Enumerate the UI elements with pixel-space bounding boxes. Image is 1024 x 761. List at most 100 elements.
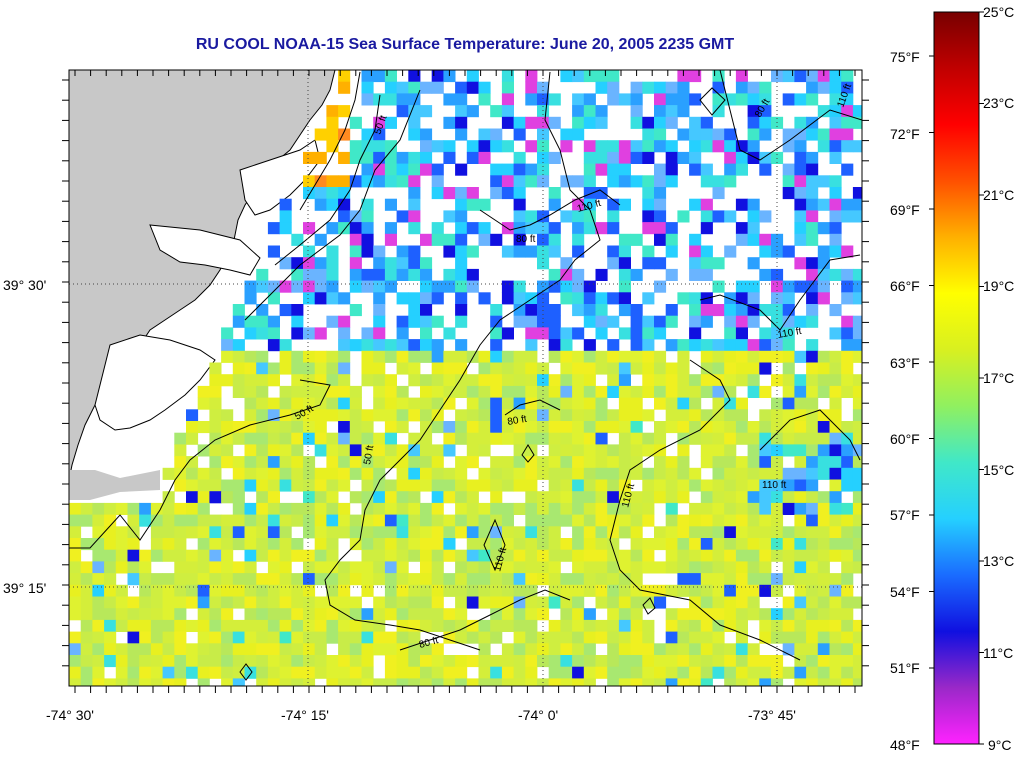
sst-pixel: [537, 257, 550, 270]
sst-pixel: [572, 292, 585, 305]
sst-pixel: [303, 479, 316, 492]
sst-pixel: [174, 561, 187, 574]
sst-pixel: [583, 526, 596, 539]
sst-pixel: [689, 514, 702, 527]
sst-pixel: [642, 222, 655, 235]
sst-pixel: [256, 374, 269, 387]
fahrenheit-label: 63°F: [890, 355, 920, 371]
sst-pixel: [349, 175, 362, 188]
sst-pixel: [396, 81, 409, 94]
sst-pixel: [256, 526, 269, 539]
sst-pixel: [92, 538, 105, 551]
fahrenheit-label: 51°F: [890, 660, 920, 676]
sst-pixel: [583, 304, 596, 317]
sst-pixel: [127, 514, 140, 527]
sst-pixel: [829, 327, 842, 340]
sst-pixel: [806, 175, 819, 188]
sst-pixel: [303, 327, 316, 340]
sst-pixel: [852, 491, 862, 504]
sst-pixel: [455, 198, 468, 211]
sst-pixel: [782, 502, 795, 515]
sst-pixel: [689, 93, 702, 106]
sst-pixel: [618, 304, 631, 317]
sst-pixel: [431, 444, 444, 457]
sst-pixel: [408, 467, 421, 480]
sst-pixel: [735, 409, 748, 422]
sst-pixel: [700, 514, 713, 527]
sst-pixel: [537, 233, 550, 246]
fahrenheit-label: 75°F: [890, 49, 920, 65]
sst-pixel: [361, 561, 374, 574]
sst-pixel: [384, 140, 397, 153]
sst-pixel: [232, 456, 245, 469]
sst-pixel: [326, 397, 339, 410]
celsius-label: 19°C: [983, 278, 1014, 294]
sst-pixel: [595, 514, 608, 527]
sst-pixel: [525, 70, 538, 83]
sst-pixel: [560, 444, 573, 457]
marsh-islands: [94, 334, 216, 431]
sst-pixel: [279, 385, 292, 398]
sst-pixel: [607, 526, 620, 539]
sst-pixel: [349, 268, 362, 281]
sst-pixel: [794, 187, 807, 200]
sst-pixel: [782, 479, 795, 492]
sst-pixel: [700, 350, 713, 363]
sst-pixel: [782, 397, 795, 410]
sst-pixel: [806, 502, 819, 515]
sst-pixel: [806, 70, 819, 83]
sst-pixel: [291, 514, 304, 527]
sst-pixel: [852, 268, 862, 281]
sst-pixel: [806, 187, 819, 200]
sst-pixel: [607, 444, 620, 457]
sst-pixel: [712, 421, 725, 434]
sst-pixel: [256, 350, 269, 363]
sst-pixel: [852, 280, 862, 293]
sst-pixel: [279, 304, 292, 317]
sst-pixel: [373, 315, 386, 328]
sst-pixel: [396, 245, 409, 258]
sst-pixel: [560, 385, 573, 398]
sst-pixel: [712, 502, 725, 515]
sst-pixel: [466, 397, 479, 410]
sst-pixel: [420, 385, 433, 398]
sst-pixel: [852, 140, 862, 153]
sst-pixel: [618, 233, 631, 246]
sst-pixel: [677, 210, 690, 223]
sst-pixel: [829, 385, 842, 398]
sst-pixel: [256, 467, 269, 480]
sst-pixel: [794, 233, 807, 246]
sst-pixel: [630, 362, 643, 375]
sst-pixel: [408, 222, 421, 235]
sst-pixel: [735, 81, 748, 94]
sst-pixel: [607, 81, 620, 94]
sst-pixel: [361, 280, 374, 293]
sst-pixel: [267, 374, 280, 387]
sst-pixel: [314, 549, 327, 562]
sst-pixel: [232, 315, 245, 328]
sst-pixel: [256, 327, 269, 340]
sst-pixel: [548, 93, 561, 106]
sst-pixel: [326, 116, 339, 129]
sst-pixel: [771, 479, 784, 492]
sst-pixel: [806, 374, 819, 387]
sst-pixel: [490, 233, 503, 246]
sst-pixel: [256, 549, 269, 562]
sst-pixel: [689, 70, 702, 83]
sst-pixel: [338, 81, 351, 94]
sst-pixel: [806, 514, 819, 527]
sst-pixel: [759, 479, 772, 492]
sst-pixel: [759, 549, 772, 562]
sst-pixel: [384, 491, 397, 504]
sst-pixel: [630, 491, 643, 504]
sst-pixel: [595, 549, 608, 562]
sst-pixel: [654, 385, 667, 398]
sst-pixel: [244, 502, 257, 515]
fahrenheit-label: 60°F: [890, 431, 920, 447]
sst-pixel: [630, 151, 643, 164]
sst-pixel: [291, 233, 304, 246]
sst-pixel: [583, 397, 596, 410]
sst-pixel: [548, 315, 561, 328]
sst-pixel: [338, 105, 351, 118]
sst-pixel: [431, 163, 444, 176]
